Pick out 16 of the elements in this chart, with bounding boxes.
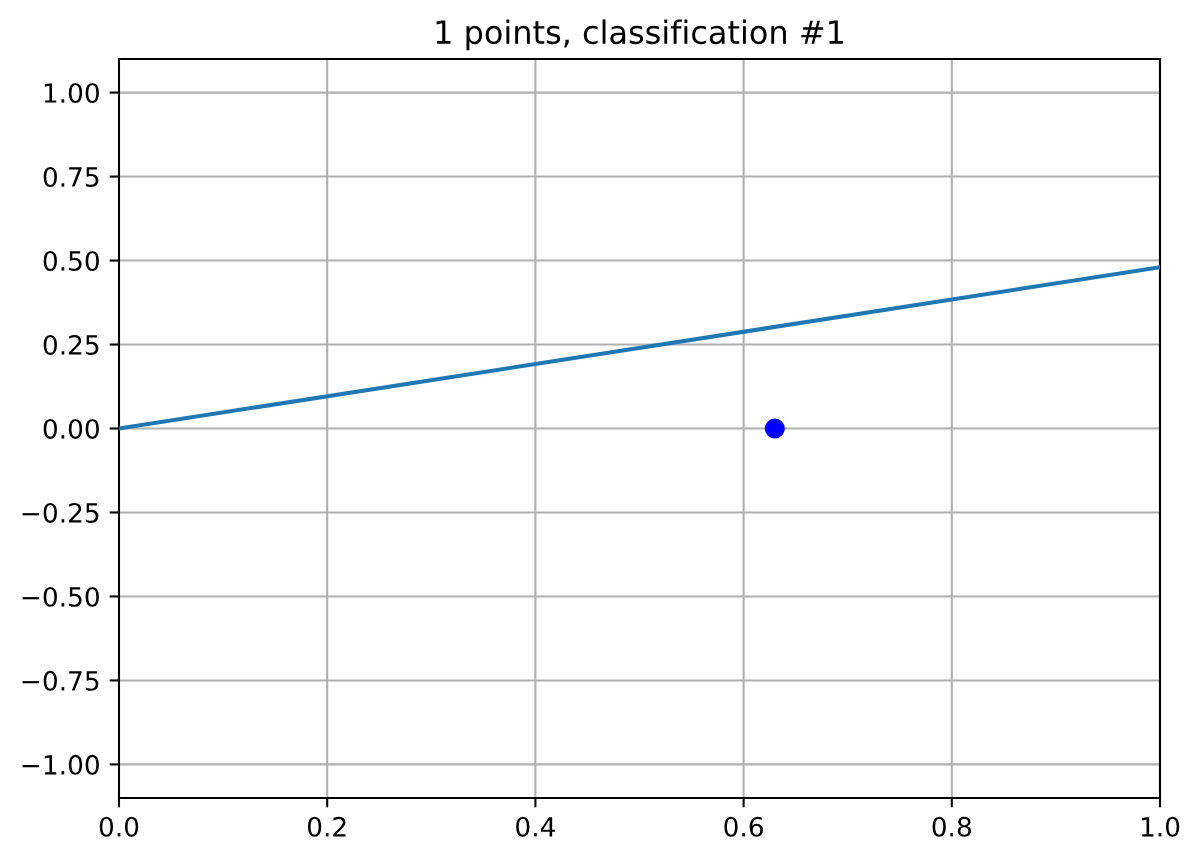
x-tick-label: 0.0 [99,816,139,837]
y-tick-label: −0.50 [22,586,99,607]
y-tick-label: 1.00 [44,83,99,103]
y-tick-label: 0.50 [43,250,99,271]
x-tick-label: 0.2 [307,816,346,837]
x-tick-label: 0.4 [516,816,555,837]
x-tick-label: 0.6 [724,816,763,837]
chart-title: 1 points, classification #1 [436,19,843,51]
y-tick-label: −0.25 [22,502,99,523]
y-tick-label: 0.25 [43,334,99,355]
y-tick-label: 0.00 [43,418,99,439]
y-tick-label: −0.75 [22,670,99,691]
x-tick-label: 0.8 [932,816,971,837]
y-tick-label: 0.75 [43,167,99,187]
x-tick-label: 1.0 [1141,816,1180,837]
y-tick-label: −1.00 [22,754,99,775]
